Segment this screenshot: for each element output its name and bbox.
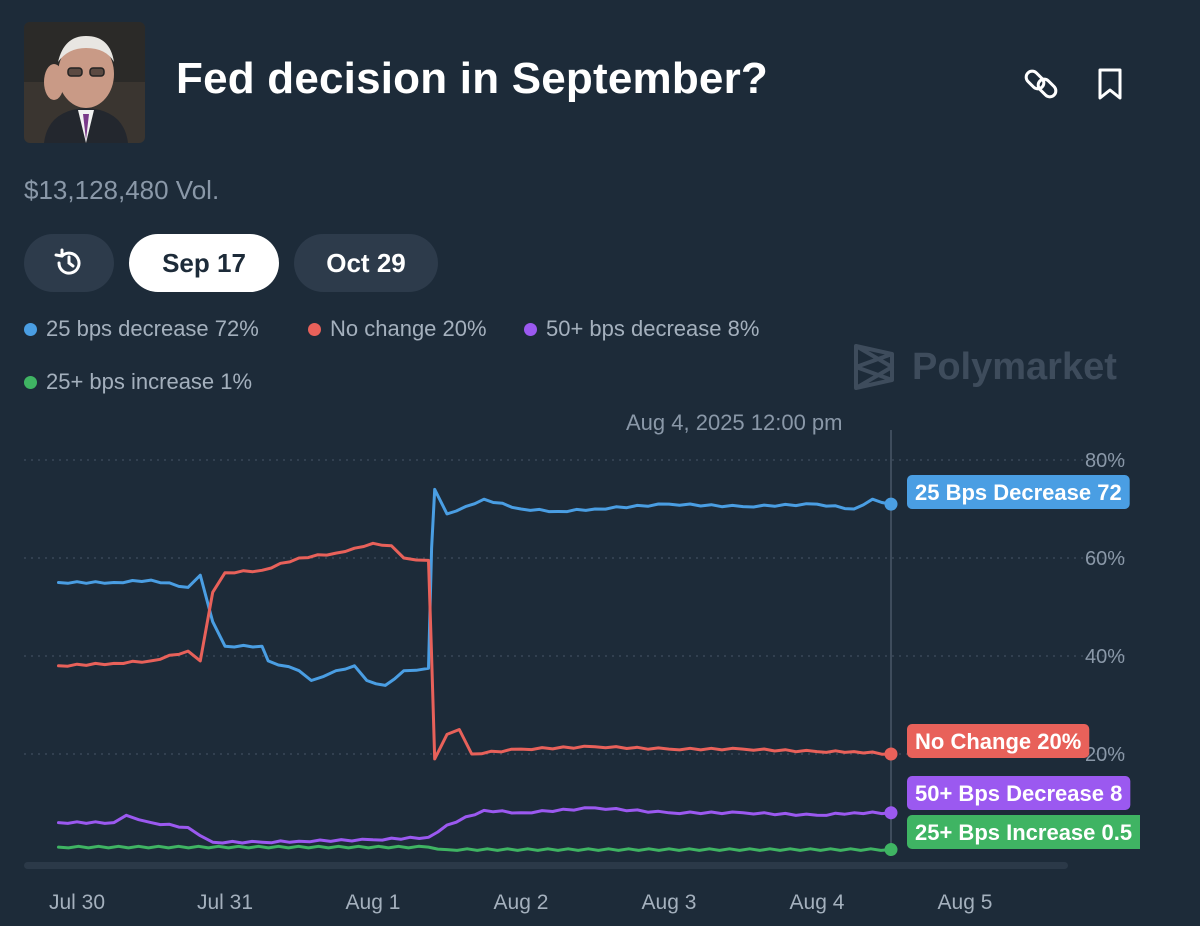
series-end-dot	[884, 747, 898, 761]
link-icon	[1024, 69, 1058, 99]
bookmark-icon	[1098, 68, 1122, 100]
legend-item: 25+ bps increase 1%	[24, 369, 252, 395]
legend-dot	[24, 322, 37, 336]
legend-label: No change 20%	[330, 316, 487, 341]
x-tick-label: Aug 2	[494, 891, 549, 914]
x-tick-label: Aug 1	[346, 891, 401, 914]
history-icon	[54, 248, 81, 275]
end-value-label-text: 25+ Bps Increase 0.5	[915, 820, 1132, 845]
end-value-label: 50+ Bps Decrease 8	[907, 776, 1131, 810]
y-tick-label: 20%	[1085, 744, 1125, 766]
y-tick-label: 80%	[1085, 450, 1125, 472]
series-end-dot	[884, 497, 898, 511]
y-tick-label: 60%	[1085, 548, 1125, 570]
series-line	[57, 541, 893, 761]
series-end-dot	[884, 806, 898, 820]
series-line	[57, 487, 893, 687]
end-value-label-bg	[907, 475, 1130, 509]
market-title: Fed decision in September?	[176, 54, 768, 103]
polymarket-logo-icon	[854, 344, 894, 390]
series-end-dot	[884, 843, 898, 857]
legend-item: No change 20%	[308, 316, 487, 342]
tab-sep-17[interactable]: Sep 17	[129, 234, 279, 292]
legend-label: 50+ bps decrease 8%	[546, 316, 760, 341]
x-tick-label: Aug 4	[790, 891, 845, 914]
series-line	[57, 806, 893, 845]
end-value-label: 25 Bps Decrease 72	[907, 475, 1130, 509]
x-tick-label: Jul 30	[49, 891, 105, 914]
end-value-label-bg	[907, 815, 1140, 849]
end-value-label: 25+ Bps Increase 0.5	[907, 815, 1140, 849]
market-avatar	[24, 22, 145, 143]
end-value-label-text: 25 Bps Decrease 72	[915, 480, 1122, 505]
polymarket-watermark: Polymarket	[852, 342, 1117, 392]
watermark-text: Polymarket	[912, 345, 1117, 388]
legend-label: 25 bps decrease 72%	[46, 316, 259, 341]
legend-item: 25 bps decrease 72%	[24, 316, 259, 342]
history-button[interactable]	[24, 234, 114, 292]
legend-dot	[308, 322, 321, 336]
tab-oct-29[interactable]: Oct 29	[294, 234, 438, 292]
x-tick-label: Aug 5	[938, 891, 993, 914]
hover-date-label: Aug 4, 2025 12:00 pm	[626, 410, 843, 435]
end-value-label: No Change 20%	[907, 724, 1090, 758]
x-tick-label: Jul 31	[197, 891, 253, 914]
bookmark-button[interactable]	[1090, 64, 1130, 104]
price-history-chart[interactable]: 80% 60% 40% 20% Jul 30 Jul 31 Aug 1 Aug 2 Aug 3 A…	[0, 430, 1200, 926]
end-value-label-text: 50+ Bps Decrease 8	[915, 781, 1122, 806]
x-tick-label: Aug 3	[642, 891, 697, 914]
legend-label: 25+ bps increase 1%	[46, 369, 253, 394]
legend-dot	[24, 375, 37, 389]
end-value-label-bg	[907, 776, 1131, 810]
copy-link-button[interactable]	[1022, 64, 1062, 104]
legend-item: 50+ bps decrease 8%	[524, 316, 759, 342]
person-photo	[24, 22, 145, 143]
x-scroll-track	[24, 862, 1068, 869]
end-value-label-bg	[907, 724, 1090, 758]
series-line	[57, 844, 893, 852]
end-value-label-text: No Change 20%	[915, 729, 1081, 754]
legend-dot	[524, 322, 537, 336]
y-tick-label: 40%	[1085, 646, 1125, 668]
volume-text: $13,128,480 Vol.	[24, 175, 220, 205]
